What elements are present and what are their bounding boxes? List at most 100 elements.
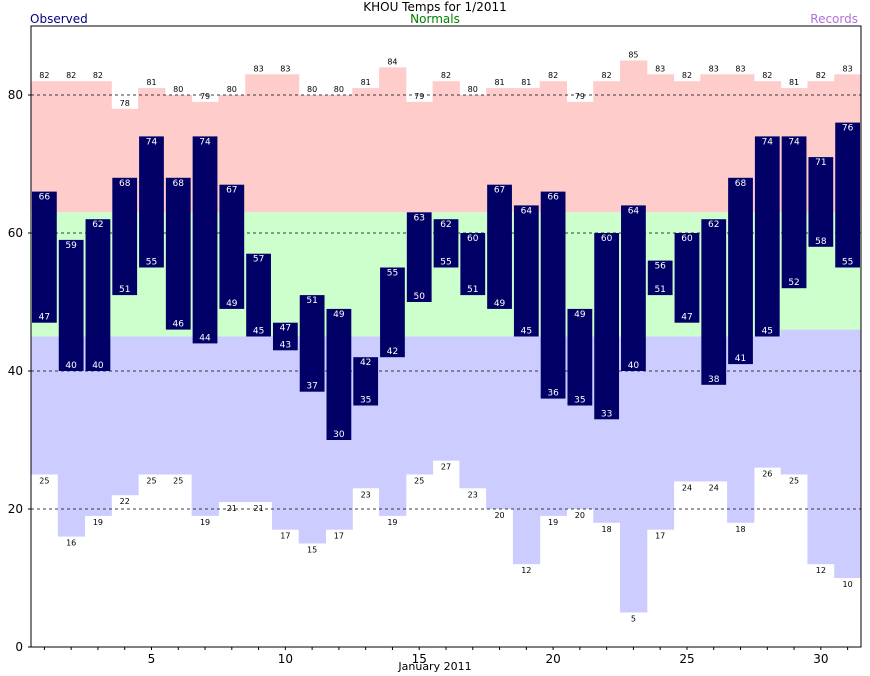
record-low-band — [271, 336, 300, 530]
observed-bar — [487, 184, 512, 309]
record-high-label: 85 — [628, 51, 638, 60]
record-low-label: 12 — [816, 566, 826, 575]
observed-low-label: 49 — [226, 299, 238, 309]
observed-high-label: 51 — [306, 296, 317, 306]
record-low-label: 20 — [494, 511, 504, 520]
record-low-band — [620, 336, 648, 613]
record-high-band — [459, 95, 487, 213]
record-low-label: 25 — [173, 477, 183, 486]
observed-bar — [594, 233, 620, 420]
observed-high-label: 60 — [467, 234, 479, 244]
record-high-band — [700, 74, 728, 213]
x-tick-label: 5 — [148, 652, 156, 666]
record-low-band — [379, 336, 407, 516]
observed-bar — [406, 212, 432, 302]
y-tick-label: 40 — [8, 364, 23, 378]
observed-low-label: 40 — [92, 361, 104, 371]
observed-bar — [58, 239, 84, 371]
observed-high-label: 74 — [199, 137, 211, 147]
record-high-band — [539, 81, 567, 213]
record-low-label: 24 — [709, 483, 719, 492]
record-low-band — [646, 336, 675, 530]
record-low-label: 18 — [602, 525, 612, 534]
y-tick-label: 0 — [15, 640, 23, 654]
observed-bar — [567, 308, 593, 406]
record-high-band — [432, 81, 460, 213]
y-tick-label: 80 — [8, 88, 23, 102]
observed-low-label: 51 — [654, 285, 665, 295]
observed-bar — [540, 191, 566, 399]
record-low-label: 19 — [93, 518, 103, 527]
observed-bar — [192, 136, 218, 344]
observed-low-label: 42 — [387, 347, 398, 357]
normal-band — [271, 212, 300, 337]
observed-low-label: 45 — [521, 327, 532, 337]
record-high-label: 82 — [602, 71, 612, 80]
record-low-label: 19 — [387, 518, 397, 527]
record-high-label: 83 — [735, 64, 745, 73]
record-high-band — [31, 81, 59, 213]
record-high-label: 81 — [146, 78, 156, 87]
record-low-band — [432, 336, 460, 461]
observed-low-label: 40 — [65, 361, 77, 371]
observed-low-label: 51 — [119, 285, 130, 295]
record-low-label: 22 — [120, 497, 130, 506]
observed-bar — [835, 122, 860, 268]
record-high-label: 82 — [682, 71, 692, 80]
observed-bar — [165, 177, 191, 330]
observed-bar — [621, 205, 646, 371]
observed-low-label: 37 — [306, 382, 317, 392]
observed-high-label: 56 — [654, 262, 666, 272]
record-low-label: 23 — [468, 490, 478, 499]
observed-high-label: 68 — [173, 179, 185, 189]
record-high-label: 80 — [334, 85, 344, 94]
record-low-label: 19 — [200, 518, 210, 527]
record-low-label: 21 — [227, 504, 237, 513]
record-high-label: 81 — [361, 78, 371, 87]
record-high-band — [271, 74, 300, 213]
record-high-band — [593, 81, 621, 213]
x-axis-label: January 2011 — [398, 660, 472, 673]
observed-high-label: 59 — [65, 241, 77, 251]
observed-low-label: 41 — [735, 354, 746, 364]
observed-high-label: 68 — [735, 179, 747, 189]
record-high-label: 80 — [468, 85, 478, 94]
record-low-label: 21 — [253, 504, 263, 513]
record-high-label: 78 — [120, 99, 130, 108]
record-low-band — [834, 329, 862, 578]
observed-high-label: 67 — [226, 186, 237, 196]
observed-bar — [219, 184, 245, 309]
record-low-label: 17 — [334, 532, 344, 541]
record-high-band — [566, 101, 594, 213]
record-high-label: 80 — [173, 85, 183, 94]
observed-low-label: 52 — [788, 278, 799, 288]
observed-bar — [326, 308, 352, 440]
observed-low-label: 55 — [842, 258, 853, 268]
record-high-band — [298, 95, 327, 213]
record-low-label: 24 — [682, 483, 692, 492]
legend-normals: Normals — [410, 12, 460, 26]
legend-observed: Observed — [30, 12, 88, 26]
observed-low-label: 38 — [708, 375, 720, 385]
record-low-band — [191, 336, 219, 516]
observed-bar — [299, 295, 325, 392]
record-high-band — [620, 60, 648, 213]
record-low-band — [780, 329, 808, 475]
record-high-label: 82 — [39, 71, 49, 80]
record-low-label: 25 — [414, 477, 424, 486]
observed-high-label: 76 — [842, 124, 854, 134]
observed-high-label: 49 — [333, 310, 345, 320]
observed-low-label: 50 — [413, 292, 425, 302]
observed-low-label: 36 — [547, 389, 559, 399]
observed-low-label: 47 — [681, 313, 692, 323]
observed-low-label: 43 — [280, 340, 291, 350]
record-high-label: 79 — [414, 92, 424, 101]
record-low-label: 27 — [441, 463, 451, 472]
observed-high-label: 74 — [146, 137, 158, 147]
record-high-label: 82 — [441, 71, 451, 80]
observed-low-label: 44 — [199, 333, 211, 343]
record-high-label: 83 — [843, 64, 853, 73]
observed-bar — [353, 357, 379, 406]
record-low-band — [405, 336, 434, 475]
observed-low-label: 40 — [628, 361, 640, 371]
